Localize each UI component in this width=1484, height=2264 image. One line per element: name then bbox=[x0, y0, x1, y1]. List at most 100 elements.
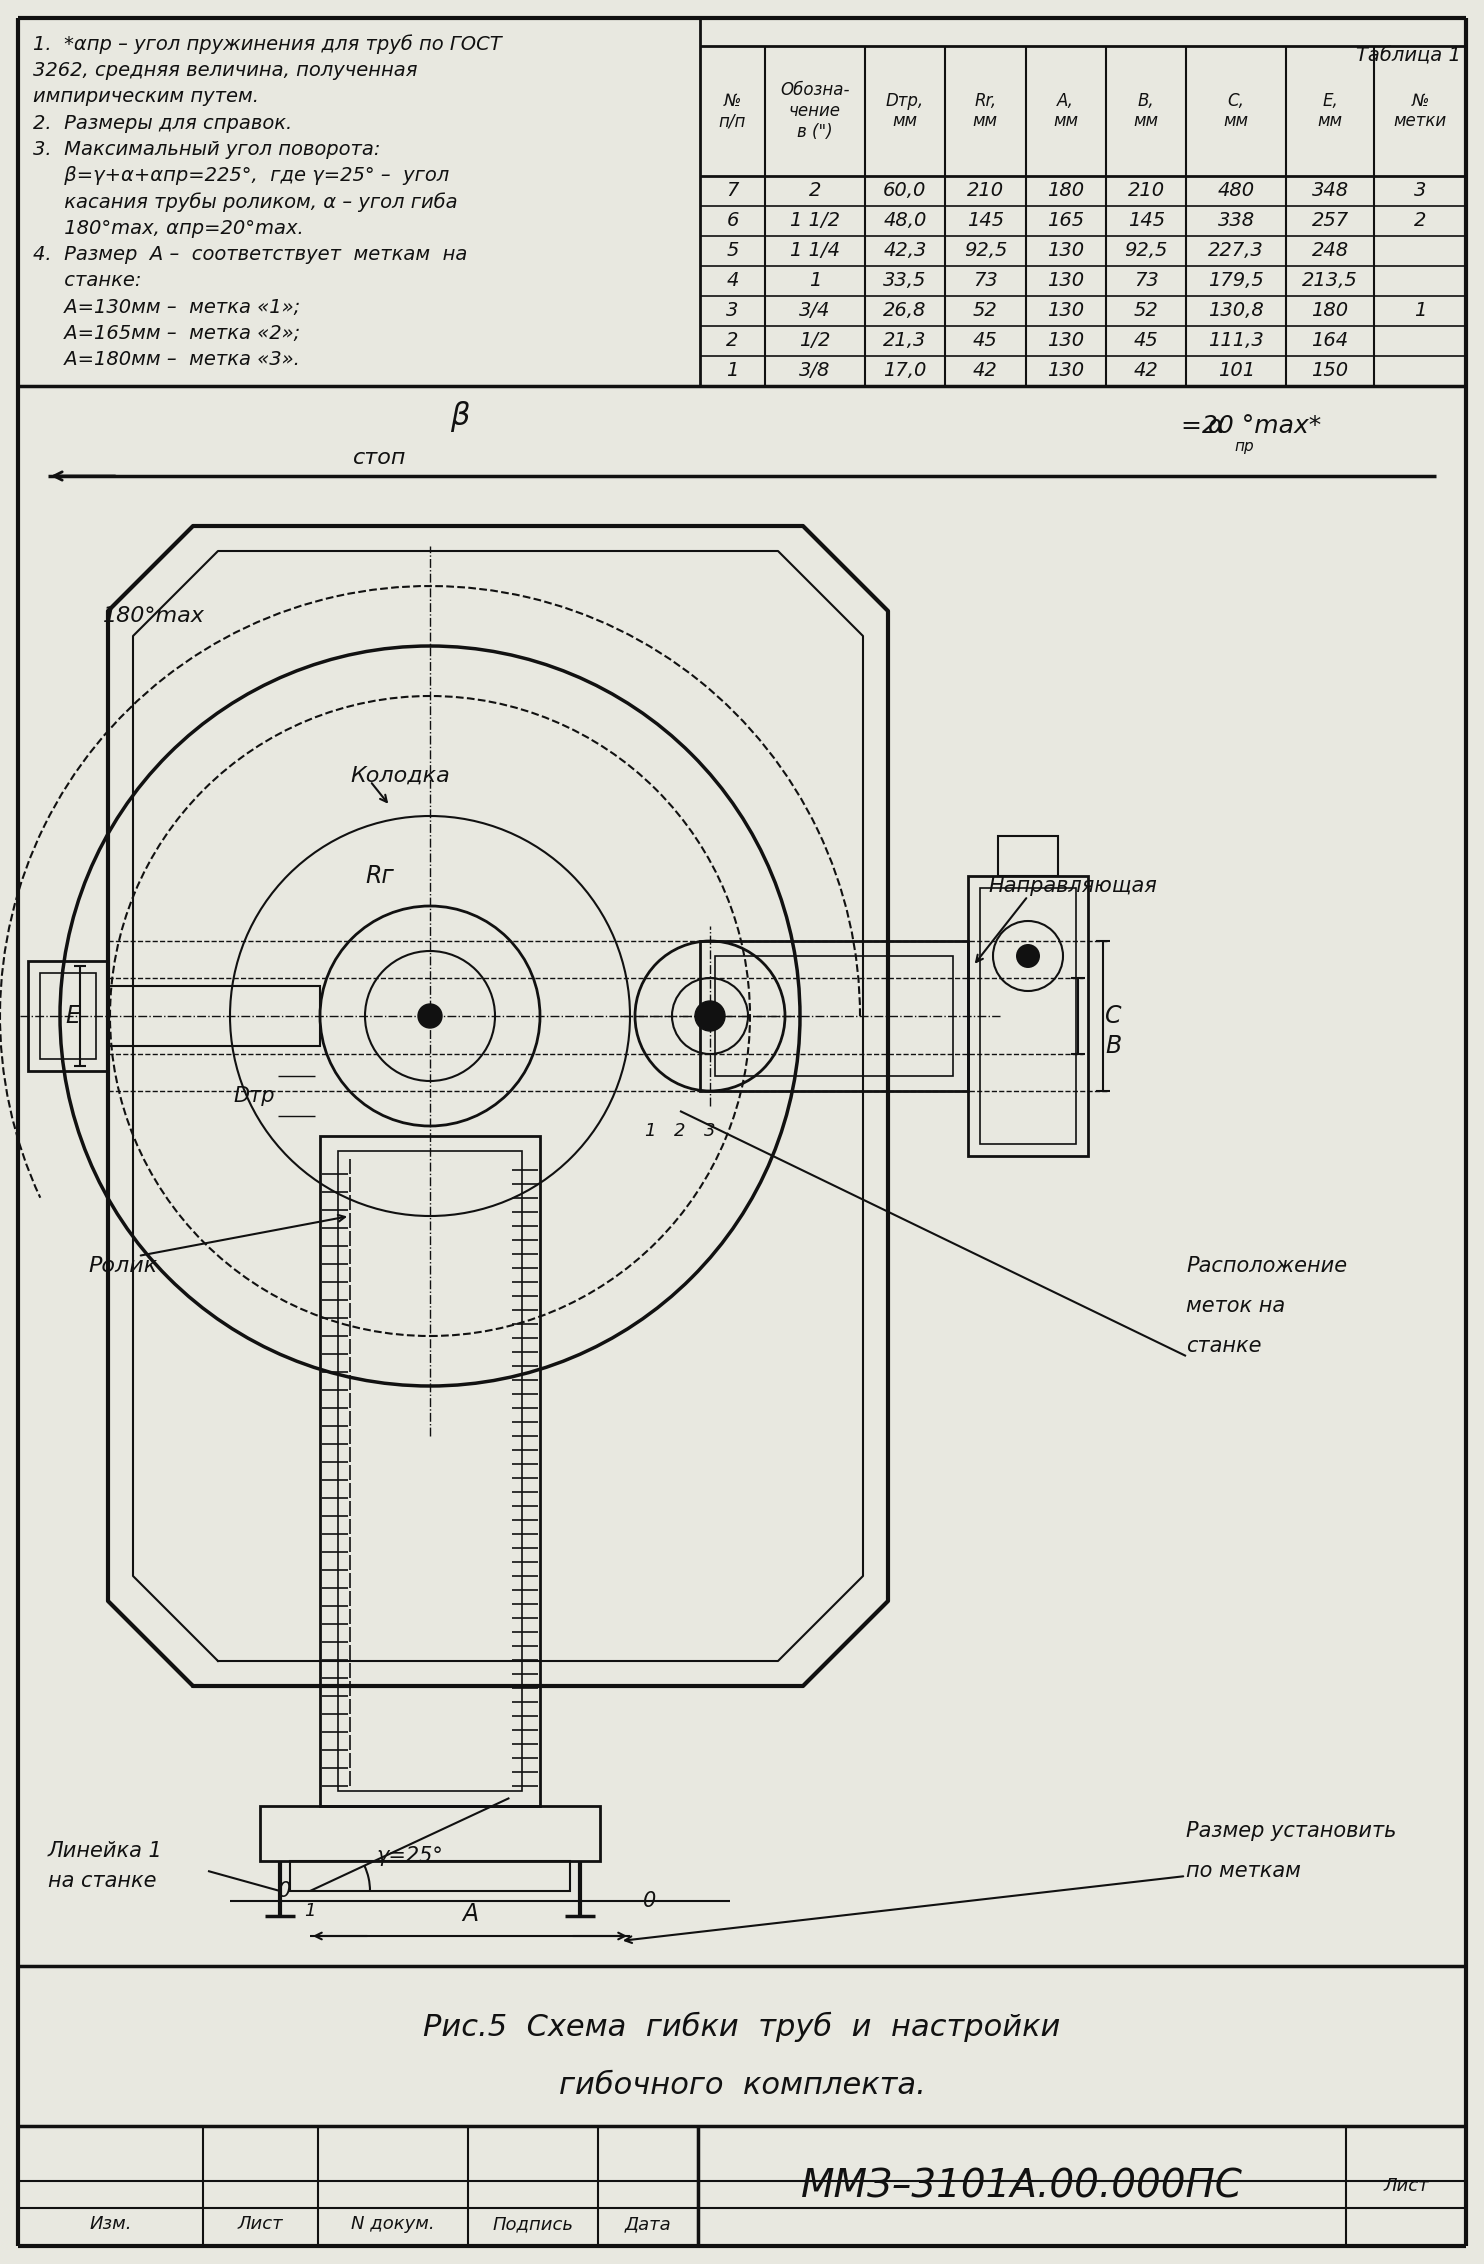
Text: 3/8: 3/8 bbox=[800, 362, 831, 380]
Text: 145: 145 bbox=[1128, 211, 1165, 231]
Text: 92,5: 92,5 bbox=[963, 242, 1008, 260]
Text: 338: 338 bbox=[1218, 211, 1255, 231]
Bar bbox=[289, 1861, 570, 1890]
Text: 1: 1 bbox=[809, 272, 821, 290]
Text: 164: 164 bbox=[1312, 331, 1349, 351]
Text: Расположение: Расположение bbox=[1186, 1257, 1347, 1277]
Bar bbox=[979, 887, 1076, 1143]
Text: 130: 130 bbox=[1048, 272, 1085, 290]
Text: B,
мм: B, мм bbox=[1134, 91, 1159, 131]
Text: 7: 7 bbox=[726, 181, 739, 201]
Text: =20 °max*: =20 °max* bbox=[1181, 414, 1321, 437]
Text: 2: 2 bbox=[1414, 211, 1426, 231]
Text: C: C bbox=[1104, 1003, 1122, 1028]
Text: 52: 52 bbox=[974, 301, 997, 321]
Text: 73: 73 bbox=[1134, 272, 1159, 290]
Text: меток на: меток на bbox=[1186, 1295, 1285, 1315]
Text: 227,3: 227,3 bbox=[1208, 242, 1264, 260]
Text: 130: 130 bbox=[1048, 331, 1085, 351]
Text: Рис.5  Схема  гибки  труб  и  настройки: Рис.5 Схема гибки труб и настройки bbox=[423, 2013, 1061, 2042]
Text: 60,0: 60,0 bbox=[883, 181, 926, 201]
Text: 257: 257 bbox=[1312, 211, 1349, 231]
Text: β=γ+α+αпр=225°,  где γ=25° –  угол: β=γ+α+αпр=225°, где γ=25° – угол bbox=[33, 165, 450, 186]
Text: Dтр,
мм: Dтр, мм bbox=[886, 91, 925, 131]
Bar bbox=[260, 1807, 600, 1861]
Text: импирическим путем.: импирическим путем. bbox=[33, 88, 260, 106]
Bar bbox=[108, 987, 321, 1046]
Text: 180: 180 bbox=[1312, 301, 1349, 321]
Text: 92,5: 92,5 bbox=[1125, 242, 1168, 260]
Text: Ролик: Ролик bbox=[88, 1257, 157, 1277]
Bar bbox=[321, 1137, 540, 1807]
Text: 42,3: 42,3 bbox=[883, 242, 926, 260]
Text: на станке: на станке bbox=[47, 1870, 156, 1890]
Text: 348: 348 bbox=[1312, 181, 1349, 201]
Text: N докум.: N докум. bbox=[352, 2214, 435, 2232]
Text: стоп: стоп bbox=[353, 448, 407, 469]
Bar bbox=[40, 974, 96, 1060]
Text: 213,5: 213,5 bbox=[1301, 272, 1358, 290]
Text: Размер установить: Размер установить bbox=[1186, 1820, 1396, 1841]
Text: 1: 1 bbox=[726, 362, 739, 380]
Text: Dтр: Dтр bbox=[233, 1087, 275, 1107]
Text: 1 1/4: 1 1/4 bbox=[789, 242, 840, 260]
Text: по меткам: по меткам bbox=[1186, 1861, 1301, 1881]
Bar bbox=[28, 960, 108, 1071]
Text: 3: 3 bbox=[705, 1123, 715, 1141]
Text: Лист: Лист bbox=[1383, 2178, 1429, 2196]
Text: 3: 3 bbox=[726, 301, 739, 321]
Text: Rr,
мм: Rr, мм bbox=[974, 91, 997, 131]
Text: E,
мм: E, мм bbox=[1318, 91, 1343, 131]
Text: 130: 130 bbox=[1048, 242, 1085, 260]
Text: гибочного  комплекта.: гибочного комплекта. bbox=[558, 2072, 926, 2101]
Text: станке:: станке: bbox=[33, 272, 141, 290]
Bar bbox=[999, 835, 1058, 876]
Text: 26,8: 26,8 bbox=[883, 301, 926, 321]
Text: β: β bbox=[450, 401, 470, 432]
Text: C,
мм: C, мм bbox=[1224, 91, 1248, 131]
Text: 1 1/2: 1 1/2 bbox=[789, 211, 840, 231]
Text: 480: 480 bbox=[1218, 181, 1255, 201]
Text: 4: 4 bbox=[726, 272, 739, 290]
Text: A=130мм –  метка «1»;: A=130мм – метка «1»; bbox=[33, 297, 300, 317]
Text: 1: 1 bbox=[1414, 301, 1426, 321]
Text: №
п/п: № п/п bbox=[718, 91, 746, 131]
Text: Колодка: Колодка bbox=[350, 765, 450, 786]
Text: 45: 45 bbox=[1134, 331, 1159, 351]
Text: Направляющая: Направляющая bbox=[988, 876, 1156, 897]
Text: 17,0: 17,0 bbox=[883, 362, 926, 380]
Text: №
метки: № метки bbox=[1393, 91, 1447, 131]
Circle shape bbox=[695, 1001, 726, 1030]
Text: 5: 5 bbox=[726, 242, 739, 260]
Text: B: B bbox=[1106, 1035, 1120, 1057]
Circle shape bbox=[1017, 944, 1040, 969]
Text: 3: 3 bbox=[1414, 181, 1426, 201]
Text: 6: 6 bbox=[726, 211, 739, 231]
Text: 52: 52 bbox=[1134, 301, 1159, 321]
Text: 73: 73 bbox=[974, 272, 997, 290]
Text: 179,5: 179,5 bbox=[1208, 272, 1264, 290]
Text: 180°max: 180°max bbox=[102, 607, 205, 627]
Text: 210: 210 bbox=[966, 181, 1003, 201]
Text: 130: 130 bbox=[1048, 301, 1085, 321]
Text: E: E bbox=[65, 1003, 80, 1028]
Bar bbox=[700, 942, 968, 1091]
Text: 42: 42 bbox=[974, 362, 997, 380]
Text: Линейка 1: Линейка 1 bbox=[47, 1841, 163, 1861]
Text: 2: 2 bbox=[726, 331, 739, 351]
Text: 4.  Размер  A –  соответствует  меткам  на: 4. Размер A – соответствует меткам на bbox=[33, 245, 467, 265]
Text: A: A bbox=[462, 1902, 478, 1927]
Text: γ=25°: γ=25° bbox=[377, 1845, 444, 1866]
Text: 130,8: 130,8 bbox=[1208, 301, 1264, 321]
Text: 130: 130 bbox=[1048, 362, 1085, 380]
Text: 1: 1 bbox=[304, 1902, 316, 1920]
Text: 33,5: 33,5 bbox=[883, 272, 926, 290]
Text: 45: 45 bbox=[974, 331, 997, 351]
Text: 1/2: 1/2 bbox=[800, 331, 831, 351]
Text: 150: 150 bbox=[1312, 362, 1349, 380]
Text: 0: 0 bbox=[644, 1890, 656, 1911]
Text: A=180мм –  метка «3».: A=180мм – метка «3». bbox=[33, 351, 300, 369]
Bar bbox=[968, 876, 1088, 1157]
Text: пр: пр bbox=[1235, 439, 1254, 453]
Text: 165: 165 bbox=[1048, 211, 1085, 231]
